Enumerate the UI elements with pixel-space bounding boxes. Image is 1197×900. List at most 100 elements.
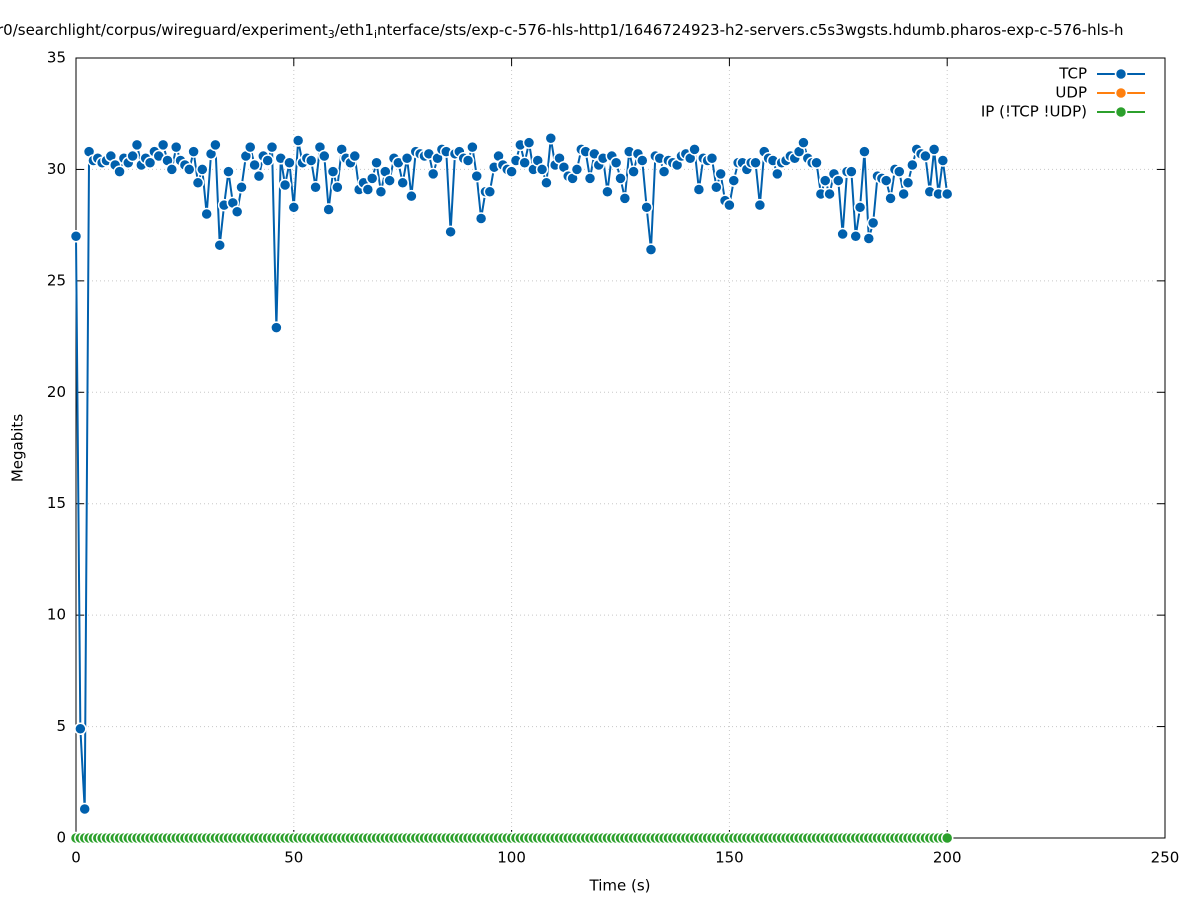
data-point: [74, 722, 87, 736]
data-point: [169, 140, 183, 154]
data-point: [818, 174, 832, 187]
data-point: [318, 149, 331, 163]
data-point: [535, 163, 549, 176]
y-tick-label: 15: [47, 494, 66, 512]
data-point: [474, 212, 488, 225]
data-point: [940, 187, 954, 201]
data-point: [522, 136, 536, 149]
data-point: [113, 165, 126, 178]
y-tick-label: 20: [47, 383, 66, 401]
data-point: [893, 165, 906, 178]
data-point: [466, 140, 479, 154]
data-point: [252, 169, 266, 183]
legend-label: UDP: [1055, 84, 1087, 102]
x-tick-label: 0: [71, 849, 81, 867]
data-point: [191, 176, 205, 190]
data-point: [618, 192, 632, 205]
data-point: [940, 831, 954, 845]
data-point: [884, 192, 897, 205]
data-point: [609, 156, 623, 169]
x-tick-label: 150: [715, 849, 744, 867]
data-point: [710, 181, 723, 194]
data-point: [222, 165, 235, 178]
data-point: [627, 165, 640, 178]
legend-marker: [1114, 67, 1128, 81]
data-point: [291, 134, 305, 147]
data-point: [396, 176, 409, 190]
data-point: [248, 158, 261, 172]
data-point: [749, 156, 762, 169]
title-part: r0/searchlight/corpus/wireguard/experime…: [0, 21, 328, 39]
data-point: [156, 138, 170, 152]
data-point: [727, 174, 741, 187]
data-point: [823, 187, 836, 201]
data-point: [235, 181, 248, 194]
data-point: [771, 167, 784, 181]
title-part: /eth1: [335, 21, 374, 39]
data-point: [348, 149, 362, 163]
data-point: [866, 216, 880, 230]
data-point: [505, 165, 518, 178]
x-tick-label: 100: [497, 849, 526, 867]
data-point: [583, 172, 597, 185]
data-point: [657, 165, 671, 178]
data-point: [331, 181, 344, 194]
data-point: [78, 802, 91, 816]
data-point: [370, 156, 383, 169]
x-tick-label: 200: [933, 849, 962, 867]
data-point: [810, 156, 823, 169]
data-point: [901, 176, 915, 190]
data-point: [897, 187, 910, 201]
data-point: [243, 140, 257, 154]
y-tick-label: 0: [56, 829, 66, 847]
data-point: [426, 167, 440, 181]
data-point: [130, 138, 144, 152]
legend-marker: [1114, 86, 1128, 100]
data-point: [183, 163, 196, 176]
data-point: [692, 183, 706, 196]
title-part: i: [374, 28, 377, 41]
data-point: [853, 201, 867, 214]
data-point: [209, 138, 222, 152]
data-point: [470, 169, 484, 183]
y-tick-label: 10: [47, 606, 66, 624]
data-point: [165, 163, 179, 176]
data-point: [640, 201, 653, 214]
data-point: [200, 207, 213, 221]
data-point: [69, 230, 83, 243]
data-point: [126, 149, 139, 163]
title-part: 3: [328, 28, 335, 41]
data-point: [540, 176, 553, 190]
data-point: [614, 172, 627, 185]
x-tick-label: 50: [284, 849, 303, 867]
data-point: [400, 152, 414, 165]
data-point: [836, 227, 849, 241]
data-point: [688, 143, 701, 156]
data-point: [849, 230, 862, 243]
data-point: [723, 198, 736, 212]
x-axis-label: Time (s): [589, 877, 651, 895]
data-point: [601, 185, 614, 198]
data-point: [714, 167, 727, 181]
data-point: [287, 201, 301, 214]
data-point: [304, 154, 318, 167]
data-point: [187, 145, 200, 158]
data-point: [936, 154, 950, 167]
legend-marker: [1114, 105, 1128, 119]
y-tick-label: 35: [47, 49, 66, 67]
data-point: [383, 174, 396, 187]
data-point: [461, 154, 475, 167]
data-point: [374, 185, 388, 198]
title-part: nterface/sts/exp-c-576-hls-http1/1646724…: [377, 21, 1124, 39]
data-point: [143, 156, 157, 169]
data-point: [858, 145, 871, 158]
x-tick-label: 250: [1151, 849, 1180, 867]
data-point: [265, 140, 279, 154]
legend-label: TCP: [1058, 65, 1087, 83]
data-point: [309, 181, 322, 194]
data-point: [326, 165, 340, 178]
data-point: [927, 143, 941, 156]
data-point: [405, 189, 418, 203]
y-axis-label: Megabits: [9, 414, 27, 482]
data-point: [705, 152, 719, 165]
